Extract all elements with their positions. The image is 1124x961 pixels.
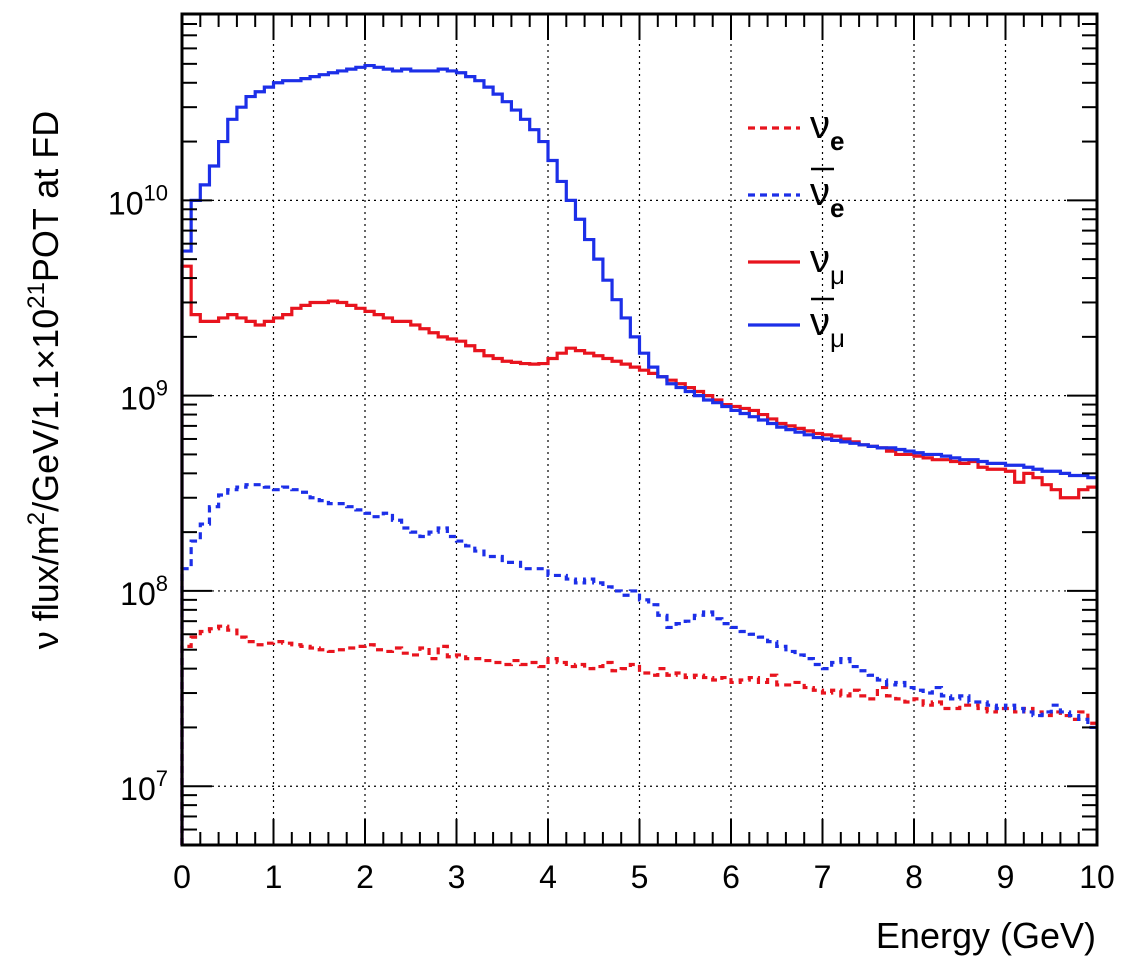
- y-tick-label: 109: [120, 376, 168, 417]
- legend-subscript: μ: [830, 323, 845, 353]
- x-tick-label: 6: [722, 859, 740, 895]
- y-tick-exponent: 10: [144, 180, 168, 205]
- y-tick-base: 10: [120, 576, 156, 612]
- series-line-1: [180, 624, 1097, 845]
- series-line-2: [180, 483, 1097, 845]
- y-tick-exponent: 8: [156, 571, 168, 596]
- legend-symbol: ν: [810, 237, 830, 281]
- x-tick-label: 2: [356, 859, 374, 895]
- legend-symbol: ν: [810, 103, 830, 147]
- y-tick-base: 10: [108, 185, 144, 221]
- legend-label: νe: [810, 103, 844, 156]
- legend-subscript: μ: [830, 260, 845, 290]
- x-tick-label: 7: [814, 859, 832, 895]
- y-tick-base: 10: [120, 771, 156, 807]
- y-axis-title-sup-2: 21: [23, 282, 50, 309]
- y-axis-title-sup-1: 2: [23, 512, 50, 525]
- x-tick-label: 9: [997, 859, 1015, 895]
- legend-subscript: e: [830, 193, 844, 223]
- y-axis-title: ν flux/m2/GeV/1.1×1021POT at FD: [23, 111, 66, 650]
- legend-label: νe: [810, 170, 844, 223]
- legend-symbol: ν: [810, 300, 830, 344]
- y-tick-exponent: 7: [156, 766, 168, 791]
- x-tick-label: 1: [265, 859, 283, 895]
- axis-ticks: [181, 13, 1098, 846]
- x-tick-label: 8: [905, 859, 923, 895]
- y-axis-title-part-1: ν flux/m: [25, 525, 66, 649]
- legend-symbol: ν: [810, 170, 830, 214]
- y-tick-base: 10: [120, 381, 156, 417]
- y-tick-label: 108: [120, 571, 168, 612]
- y-tick-label: 1010: [108, 180, 168, 221]
- legend-label: νμ: [810, 300, 845, 353]
- x-tick-label: 5: [631, 859, 649, 895]
- y-tick-exponent: 9: [156, 376, 168, 401]
- x-axis-title: Energy (GeV): [876, 915, 1096, 956]
- series-line-3: [180, 264, 1097, 845]
- y-axis-title-part-3: POT at FD: [25, 111, 66, 282]
- legend-subscript: e: [830, 126, 844, 156]
- y-tick-label: 107: [120, 766, 168, 807]
- y-axis-title-part-2: /GeV/1.1×10: [25, 309, 66, 512]
- x-tick-label: 10: [1079, 859, 1115, 895]
- legend-label: νμ: [810, 237, 845, 290]
- series-line-4: [180, 63, 1097, 845]
- x-tick-label: 0: [173, 859, 191, 895]
- x-tick-label: 4: [539, 859, 557, 895]
- series-layer: [180, 63, 1097, 845]
- x-tick-label: 3: [448, 859, 466, 895]
